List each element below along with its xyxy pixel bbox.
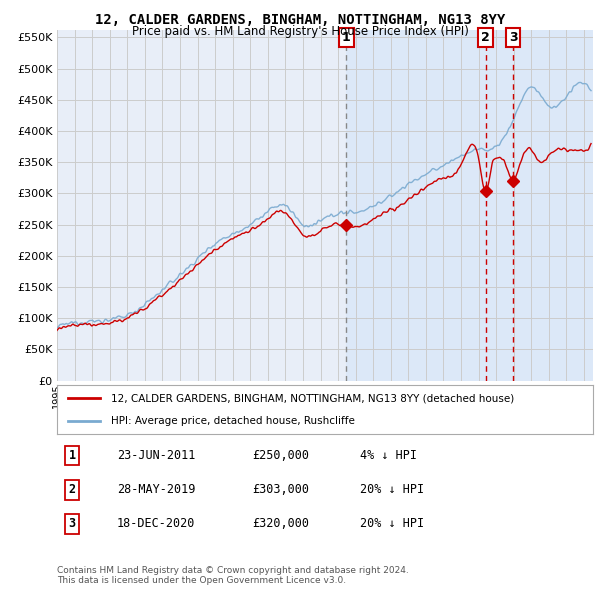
Text: 20% ↓ HPI: 20% ↓ HPI [360, 483, 424, 496]
Text: 4% ↓ HPI: 4% ↓ HPI [360, 449, 417, 462]
Text: 12, CALDER GARDENS, BINGHAM, NOTTINGHAM, NG13 8YY: 12, CALDER GARDENS, BINGHAM, NOTTINGHAM,… [95, 13, 505, 27]
Text: 2: 2 [68, 483, 76, 496]
Text: 23-JUN-2011: 23-JUN-2011 [117, 449, 196, 462]
Text: 1: 1 [342, 31, 351, 44]
Text: Contains HM Land Registry data © Crown copyright and database right 2024.
This d: Contains HM Land Registry data © Crown c… [57, 566, 409, 585]
Text: HPI: Average price, detached house, Rushcliffe: HPI: Average price, detached house, Rush… [110, 415, 355, 425]
Text: £320,000: £320,000 [252, 517, 309, 530]
Bar [346, 30, 593, 381]
Text: 12, CALDER GARDENS, BINGHAM, NOTTINGHAM, NG13 8YY (detached house): 12, CALDER GARDENS, BINGHAM, NOTTINGHAM,… [110, 394, 514, 404]
Text: £250,000: £250,000 [252, 449, 309, 462]
Text: 3: 3 [509, 31, 517, 44]
Text: 18-DEC-2020: 18-DEC-2020 [117, 517, 196, 530]
Text: 2: 2 [481, 31, 490, 44]
Text: £303,000: £303,000 [252, 483, 309, 496]
Text: 28-MAY-2019: 28-MAY-2019 [117, 483, 196, 496]
Text: 3: 3 [68, 517, 76, 530]
Text: Price paid vs. HM Land Registry's House Price Index (HPI): Price paid vs. HM Land Registry's House … [131, 25, 469, 38]
Text: 20% ↓ HPI: 20% ↓ HPI [360, 517, 424, 530]
Text: 1: 1 [68, 449, 76, 462]
